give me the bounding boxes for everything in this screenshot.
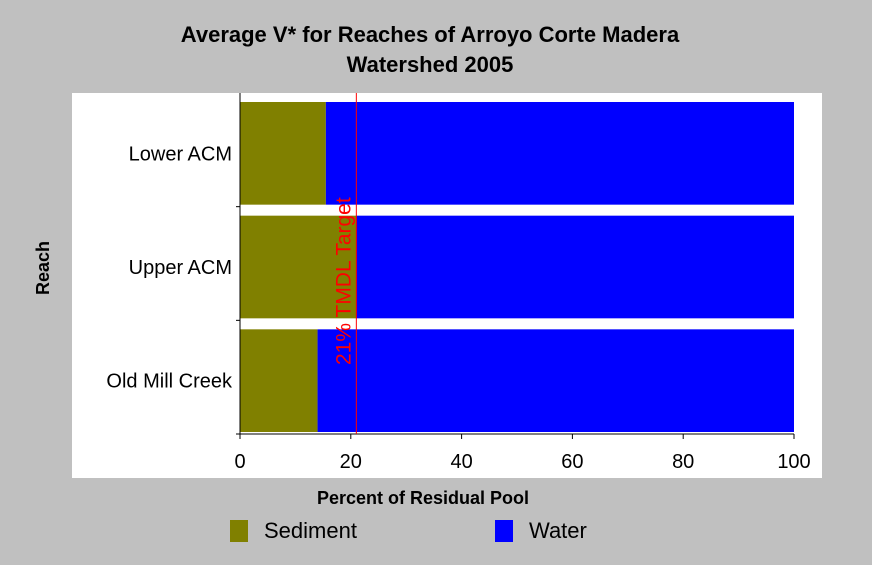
y-axis-label: Reach — [33, 240, 53, 295]
chart-title-line-1: Average V* for Reaches of Arroyo Corte M… — [180, 22, 680, 47]
x-tick-label-6: 100 — [777, 451, 810, 473]
chart-title-line-2: Watershed 2005 — [346, 52, 514, 77]
y-tick-label-3: Old Mill Creek — [106, 371, 233, 393]
x-tick-label-3: 40 — [450, 451, 472, 473]
chart-title: Average V* for Reaches of Arroyo Corte M… — [0, 20, 860, 80]
bar-water-1 — [325, 102, 794, 205]
legend-item-sediment: Sediment — [230, 516, 357, 546]
tmdl-target-label: 21% TMDL Target — [332, 197, 355, 365]
bar-water-2 — [356, 215, 794, 319]
x-tick-label-5: 80 — [672, 451, 694, 473]
x-tick-label-4: 60 — [561, 451, 583, 473]
legend-swatch-sediment — [230, 520, 248, 542]
bar-sediment-1 — [240, 102, 326, 205]
x-axis-label: Percent of Residual Pool — [316, 488, 530, 508]
y-tick-label-1: Lower ACM — [129, 143, 232, 165]
y-tick-label-2: Upper ACM — [129, 257, 232, 279]
x-tick-label-1: 0 — [234, 451, 245, 473]
legend-label-water: Water — [529, 518, 587, 543]
bar-sediment-3 — [240, 329, 318, 432]
legend-swatch-water — [495, 520, 513, 542]
bar-sediment-2 — [240, 215, 357, 319]
bar-water-3 — [317, 329, 794, 432]
x-tick-label-2: 20 — [340, 451, 362, 473]
legend-label-sediment: Sediment — [264, 518, 357, 543]
legend-item-water: Water — [495, 516, 587, 546]
